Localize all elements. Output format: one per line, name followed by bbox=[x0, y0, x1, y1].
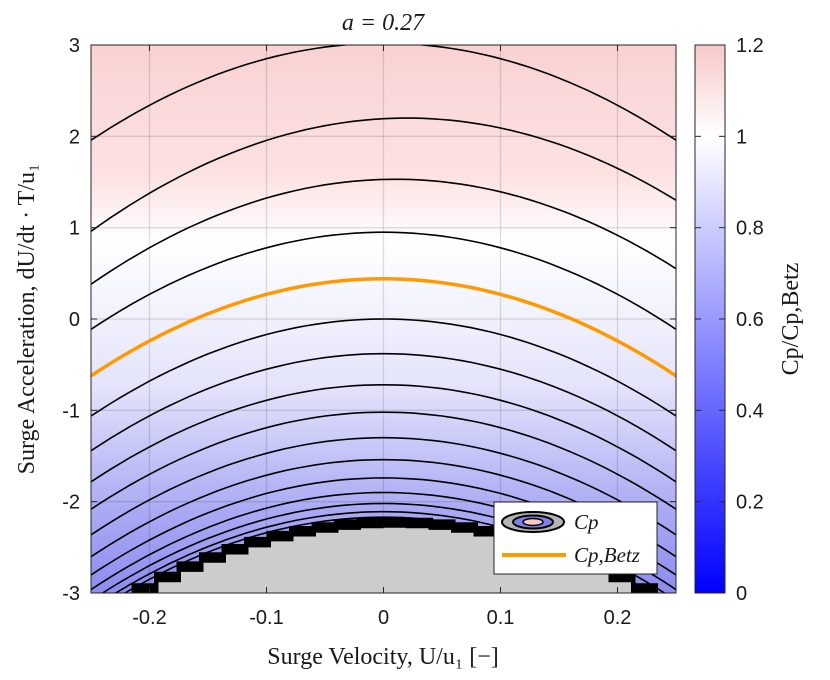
legend-contour-inner bbox=[522, 517, 544, 527]
x-tick-label-1: -0.1 bbox=[249, 607, 283, 629]
chart-title: a = 0.27 bbox=[342, 10, 425, 36]
colorbar-tick-label-3: 0.6 bbox=[736, 309, 764, 331]
colorbar-tick-label-2: 0.4 bbox=[736, 400, 764, 422]
y-tick-label-3: 0 bbox=[69, 309, 80, 331]
legend-label-cp: Cp bbox=[574, 510, 599, 534]
colorbar-tick-label-0: 0 bbox=[736, 583, 747, 605]
y-axis-ticks: -3 -2 -1 0 1 2 3 bbox=[62, 35, 676, 605]
contour-line-9 bbox=[91, 436, 676, 536]
x-tick-label-3: 0.1 bbox=[487, 607, 515, 629]
y-tick-label-5: 2 bbox=[69, 126, 80, 148]
colorbar-tick-label-4: 0.8 bbox=[736, 218, 764, 240]
contour-line-8 bbox=[91, 411, 676, 510]
x-tick-label-0: -0.2 bbox=[132, 607, 166, 629]
legend-entry-cp: Cp bbox=[501, 510, 599, 534]
y-tick-label-0: -3 bbox=[62, 583, 80, 605]
x-tick-label-2: 0 bbox=[378, 607, 389, 629]
legend-label-cp-betz: Cp,Betz bbox=[574, 543, 640, 567]
contour-line-2 bbox=[91, 178, 676, 285]
y-tick-label-2: -1 bbox=[62, 400, 80, 422]
betz-contour-line bbox=[91, 277, 676, 378]
y-tick-label-1: -2 bbox=[62, 492, 80, 514]
colorbar-tick-label-6: 1.2 bbox=[736, 35, 764, 57]
colorbar-ticks: 0 0.2 0.4 0.6 0.8 1 1.2 bbox=[695, 35, 764, 605]
y-tick-label-6: 3 bbox=[69, 35, 80, 57]
colorbar-tick-label-1: 0.2 bbox=[736, 492, 764, 514]
colorbar-label: Cp/Cp,Betz bbox=[778, 263, 804, 376]
colorbar-tick-label-5: 1 bbox=[736, 126, 747, 148]
x-axis-ticks: -0.2 -0.1 0 0.1 0.2 bbox=[132, 45, 631, 629]
colorbar: 0 0.2 0.4 0.6 0.8 1 1.2 Cp/Cp,Betz bbox=[694, 35, 804, 605]
y-tick-label-4: 1 bbox=[69, 218, 80, 240]
y-axis-label: Surge Acceleration, dU/dt · T/u₁ bbox=[14, 164, 40, 475]
contour-line-1 bbox=[91, 117, 676, 232]
contour-line-5 bbox=[91, 318, 676, 417]
legend: Cp Cp,Betz bbox=[493, 501, 658, 575]
contour-line-7 bbox=[91, 383, 676, 483]
contour-line-0 bbox=[91, 45, 676, 141]
plot-area bbox=[90, 44, 677, 594]
x-axis-label: Surge Velocity, U/u₁ [−] bbox=[267, 644, 498, 670]
contour-line-3 bbox=[91, 231, 676, 330]
x-tick-label-4: 0.2 bbox=[604, 607, 632, 629]
legend-entry-cp-betz: Cp,Betz bbox=[502, 543, 640, 567]
contour-line-6 bbox=[91, 352, 676, 452]
